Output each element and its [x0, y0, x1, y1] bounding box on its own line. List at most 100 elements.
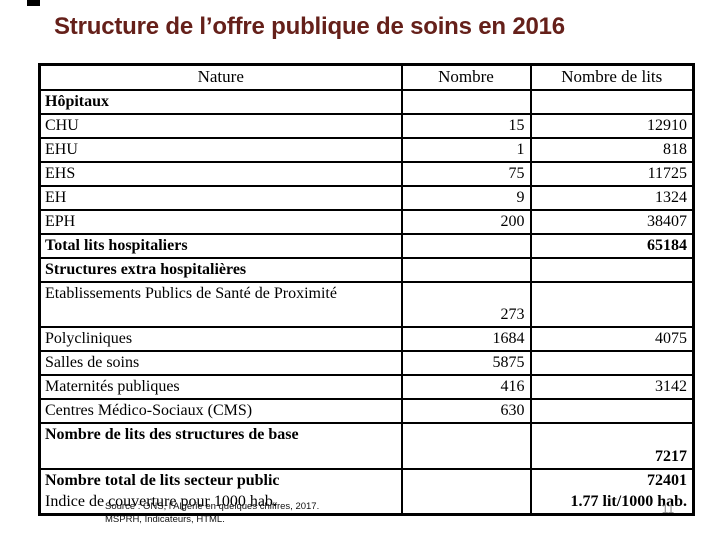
table-row: Maternités publiques 416 3142 [38, 373, 695, 400]
cell-nature: Nombre total de lits secteur public Indic… [38, 467, 403, 515]
cell-nombre: 416 [400, 373, 532, 400]
cell-nombre: 273 [400, 280, 532, 328]
cell-nombre-de-lits: 11725 [529, 160, 695, 187]
cell-nombre-de-lits: 12910 [529, 112, 695, 139]
cell-nombre [400, 421, 532, 470]
cell-line: Indice de couverture pour 1000 hab. [45, 492, 277, 510]
cell-nature: Nombre de lits des structures de base [38, 421, 403, 470]
cell-nombre [400, 232, 532, 259]
cell-line: 7217 [655, 447, 687, 465]
cell-nombre: 1 [400, 136, 532, 163]
table-header-row: Nature Nombre Nombre de lits [38, 63, 695, 91]
cell-line: 38407 [647, 212, 687, 230]
table-row: Hôpitaux [38, 88, 695, 115]
cell-line: 200 [500, 212, 525, 230]
table-row: Centres Médico-Sociaux (CMS) 630 [38, 397, 695, 424]
cell-nombre-de-lits: 818 [529, 136, 695, 163]
cell-line: Structures extra hospitalières [45, 260, 247, 278]
source-line-1: Source : ONS, l’Algérie en quelques chif… [105, 501, 320, 512]
cell-line: EPH [45, 212, 76, 230]
cell-line: 1684 [492, 329, 525, 347]
cell-nombre-de-lits [529, 256, 695, 283]
cell-line: Nombre total de lits secteur public [45, 471, 280, 489]
cell-nature: Hôpitaux [38, 88, 403, 115]
cell-line: 1324 [655, 188, 687, 206]
cell-line: Polycliniques [45, 329, 133, 347]
cell-nombre-de-lits: 38407 [529, 208, 695, 235]
table-row: Nombre total de lits secteur public Indic… [38, 467, 695, 515]
cell-nature: EH [38, 184, 403, 211]
table-row: Total lits hospitaliers 65184 [38, 232, 695, 259]
cell-line: 75 [508, 164, 525, 182]
slide-title: Structure de l’offre publique de soins e… [54, 13, 565, 40]
cell-line: 818 [663, 140, 687, 158]
cell-line: 1.77 lit/1000 hab. [570, 492, 687, 510]
cell-nombre-de-lits: 3142 [529, 373, 695, 400]
table-row: EPH 200 38407 [38, 208, 695, 235]
cell-nature: Structures extra hospitalières [38, 256, 403, 283]
cell-nature: Maternités publiques [38, 373, 403, 400]
cell-nature: EHU [38, 136, 403, 163]
cell-line: Etablissements Publics de Santé de Proxi… [45, 284, 337, 302]
cell-line: 630 [500, 401, 525, 419]
cell-line: Hôpitaux [45, 92, 110, 110]
source-line-2: MSPRH, Indicateurs, HTML. [105, 514, 225, 525]
cell-nature: Salles de soins [38, 349, 403, 376]
cell-line: 65184 [647, 236, 687, 254]
cell-nombre-de-lits [529, 88, 695, 115]
header-nombre: Nombre [400, 63, 532, 91]
cell-nombre: 15 [400, 112, 532, 139]
cell-nombre [400, 467, 532, 515]
cell-nombre [400, 256, 532, 283]
header-nature: Nature [38, 63, 403, 91]
table-row: Salles de soins 5875 [38, 349, 695, 376]
cell-nature: Etablissements Publics de Santé de Proxi… [38, 280, 403, 328]
cell-line: 416 [500, 377, 525, 395]
cell-nombre: 1684 [400, 325, 532, 352]
header-nombre-de-lits: Nombre de lits [529, 63, 695, 91]
cell-nombre-de-lits: 65184 [529, 232, 695, 259]
cell-nombre-de-lits: 72401 1.77 lit/1000 hab. [529, 467, 695, 515]
table-row: Polycliniques 1684 4075 [38, 325, 695, 352]
cell-line: 15 [508, 116, 525, 134]
cell-line: CHU [45, 116, 79, 134]
cell-nombre-de-lits [529, 349, 695, 376]
cell-line: EH [45, 188, 67, 206]
cell-nombre-de-lits [529, 280, 695, 328]
cell-line: 4075 [655, 329, 687, 347]
table-row: EHS 75 11725 [38, 160, 695, 187]
cell-line: 5875 [492, 353, 525, 371]
cell-nombre: 5875 [400, 349, 532, 376]
cell-nombre: 9 [400, 184, 532, 211]
cell-nature: Centres Médico-Sociaux (CMS) [38, 397, 403, 424]
cell-nombre: 630 [400, 397, 532, 424]
cell-line: 12910 [647, 116, 687, 134]
cell-nature: Polycliniques [38, 325, 403, 352]
cell-nombre: 75 [400, 160, 532, 187]
cell-nombre-de-lits: 7217 [529, 421, 695, 470]
cell-nombre: 200 [400, 208, 532, 235]
cell-line: 3142 [655, 377, 687, 395]
cell-nature: Total lits hospitaliers [38, 232, 403, 259]
cell-line: 9 [516, 188, 525, 206]
cell-line: 273 [500, 305, 525, 323]
cell-line: 11725 [647, 164, 687, 182]
cell-nature: EPH [38, 208, 403, 235]
cell-line: Maternités publiques [45, 377, 180, 395]
cell-nombre-de-lits [529, 397, 695, 424]
health-structures-table: Nature Nombre Nombre de lits Hôpitaux CHU… [38, 63, 695, 516]
slide-corner-mark [27, 0, 40, 6]
table-body: Hôpitaux CHU 15 12910 EHU 1 818 EHS 75 11725 EH 9 13… [38, 88, 695, 515]
cell-line: EHU [45, 140, 78, 158]
cell-nature: CHU [38, 112, 403, 139]
cell-nombre-de-lits: 4075 [529, 325, 695, 352]
cell-line: EHS [45, 164, 76, 182]
cell-line: Salles de soins [45, 353, 140, 371]
page-number: 11 [661, 502, 675, 516]
cell-line: Total lits hospitaliers [45, 236, 188, 254]
table-row: Structures extra hospitalières [38, 256, 695, 283]
cell-nombre-de-lits: 1324 [529, 184, 695, 211]
source-note: Source : ONS, l’Algérie en quelques chif… [105, 500, 319, 526]
cell-line: 1 [516, 140, 525, 158]
cell-line: Centres Médico-Sociaux (CMS) [45, 401, 253, 419]
